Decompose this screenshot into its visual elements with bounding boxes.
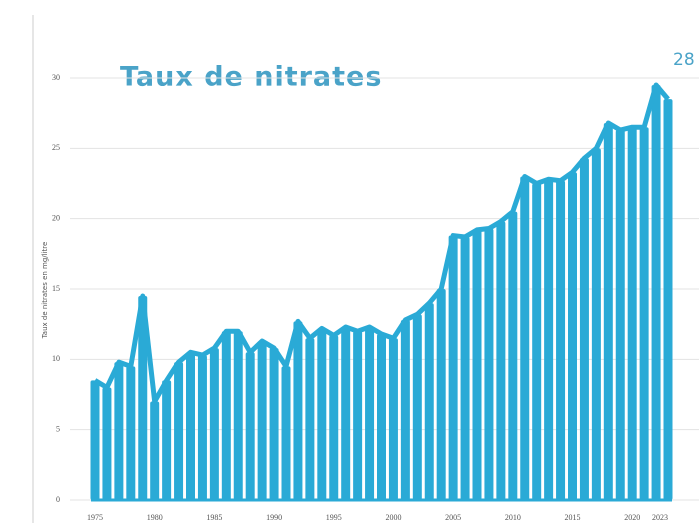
y-axis-label: Taux de nitrates en mg/litre xyxy=(41,242,49,340)
bar xyxy=(639,127,649,500)
bar xyxy=(353,331,363,500)
bar xyxy=(448,235,458,500)
bar xyxy=(591,148,601,501)
bar xyxy=(508,211,518,500)
y-tick-label: 10 xyxy=(52,354,60,363)
bar xyxy=(90,380,100,500)
y-tick-label: 30 xyxy=(52,73,60,82)
bar xyxy=(651,85,661,501)
bar xyxy=(520,176,530,500)
bar xyxy=(221,331,231,500)
bar xyxy=(603,123,613,500)
bar xyxy=(233,331,243,500)
x-tick-label: 2010 xyxy=(505,513,521,522)
bar xyxy=(126,366,136,500)
bar xyxy=(197,355,207,500)
bar xyxy=(412,314,422,500)
bar xyxy=(627,127,637,500)
bar xyxy=(424,303,434,500)
bar xyxy=(472,229,482,501)
bar xyxy=(209,348,219,500)
bar xyxy=(544,179,554,500)
x-tick-label: 1985 xyxy=(206,513,222,522)
bar xyxy=(138,296,148,500)
bar xyxy=(400,319,410,500)
x-tick-label: 1975 xyxy=(87,513,103,522)
bar xyxy=(460,236,470,500)
bar xyxy=(496,221,506,501)
page-number: 28 xyxy=(673,50,695,70)
bar xyxy=(257,341,267,500)
bar xyxy=(532,183,542,500)
bar xyxy=(245,352,255,500)
bar xyxy=(579,158,589,500)
x-tick-label: 2015 xyxy=(565,513,581,522)
bar xyxy=(114,362,124,500)
bar xyxy=(305,338,315,500)
bar xyxy=(377,334,386,500)
bar xyxy=(174,362,184,500)
bar xyxy=(293,321,303,500)
x-tick-label: 2023 xyxy=(652,513,668,522)
bar xyxy=(186,352,195,500)
x-tick-label: 2000 xyxy=(385,513,401,522)
bar xyxy=(556,180,566,501)
bar xyxy=(568,172,577,500)
x-tick-label: 1995 xyxy=(326,513,342,522)
bar xyxy=(317,328,327,500)
x-tick-label: 1990 xyxy=(266,513,282,522)
y-tick-label: 20 xyxy=(52,213,60,222)
chart-title: Taux de nitrates xyxy=(120,62,382,93)
bar xyxy=(269,348,279,500)
bar xyxy=(663,99,673,500)
bar xyxy=(484,228,494,500)
bar xyxy=(436,289,446,500)
y-tick-label: 25 xyxy=(52,143,60,152)
x-tick-label: 2020 xyxy=(624,513,640,522)
trend-line xyxy=(93,82,670,405)
bar xyxy=(615,130,625,500)
bar xyxy=(388,338,398,500)
bar xyxy=(365,326,375,500)
x-tick-label: 2005 xyxy=(445,513,461,522)
y-tick-label: 5 xyxy=(56,424,60,433)
y-tick-label: 15 xyxy=(52,284,60,293)
bar xyxy=(281,366,291,500)
bar xyxy=(150,401,160,500)
y-tick-label: 0 xyxy=(56,495,60,504)
x-tick-label: 1980 xyxy=(147,513,163,522)
bar xyxy=(341,326,351,500)
bar xyxy=(162,380,172,500)
bar xyxy=(102,387,112,500)
bar xyxy=(329,335,339,500)
